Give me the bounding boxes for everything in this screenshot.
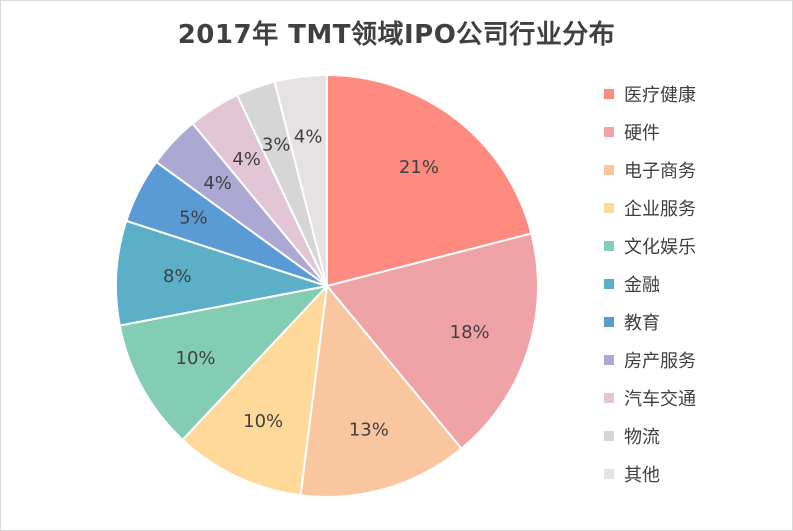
legend-swatch [604, 203, 614, 213]
legend-item: 物流 [604, 417, 696, 455]
legend-swatch [604, 127, 614, 137]
slice-value-label: 10% [243, 411, 283, 432]
slice-value-label: 10% [176, 348, 216, 369]
pie-slice [273, 73, 328, 287]
legend-item: 医疗健康 [604, 75, 696, 113]
legend-swatch [604, 393, 614, 403]
legend-item: 金融 [604, 265, 696, 303]
legend-item: 企业服务 [604, 189, 696, 227]
legend-label: 教育 [624, 313, 660, 334]
legend-label: 汽车交通 [624, 389, 696, 410]
slice-value-label: 3% [262, 134, 291, 155]
slice-value-label: 4% [203, 173, 232, 194]
slice-value-label: 5% [179, 207, 208, 228]
slice-value-label: 13% [349, 420, 389, 441]
legend-label: 金融 [624, 275, 660, 296]
legend-item: 文化娱乐 [604, 227, 696, 265]
pie-slice [115, 219, 328, 327]
chart-title: 2017年 TMT领域IPO公司行业分布 [177, 20, 616, 50]
legend-swatch [604, 89, 614, 99]
legend-swatch [604, 165, 614, 175]
legend-label: 其他 [624, 465, 660, 486]
legend-label: 电子商务 [624, 161, 696, 182]
legend-label: 企业服务 [624, 199, 696, 220]
slice-value-label: 8% [163, 266, 192, 287]
legend-label: 医疗健康 [624, 85, 696, 106]
slice-value-label: 18% [450, 322, 490, 343]
legend-swatch [604, 317, 614, 327]
legend-swatch [604, 241, 614, 251]
legend-item: 教育 [604, 303, 696, 341]
slice-value-label: 21% [399, 157, 439, 178]
legend-swatch [604, 431, 614, 441]
pie-slice [325, 232, 539, 450]
legend-item: 房产服务 [604, 341, 696, 379]
slice-value-label: 4% [232, 149, 261, 170]
legend-item: 其他 [604, 455, 696, 493]
pie-slice [299, 283, 463, 498]
pie-slice [181, 283, 329, 497]
chart-legend: 医疗健康硬件电子商务企业服务文化娱乐金融教育房产服务汽车交通物流其他 [604, 75, 696, 493]
legend-item: 硬件 [604, 113, 696, 151]
pie-slice [326, 73, 533, 288]
legend-label: 物流 [624, 427, 660, 448]
legend-label: 文化娱乐 [624, 237, 696, 258]
pie-slice [118, 284, 330, 442]
legend-label: 硬件 [624, 123, 660, 144]
legend-swatch [604, 355, 614, 365]
legend-item: 汽车交通 [604, 379, 696, 417]
legend-item: 电子商务 [604, 151, 696, 189]
legend-swatch [604, 279, 614, 289]
legend-label: 房产服务 [624, 351, 696, 372]
legend-swatch [604, 469, 614, 479]
slice-value-label: 4% [294, 127, 323, 148]
